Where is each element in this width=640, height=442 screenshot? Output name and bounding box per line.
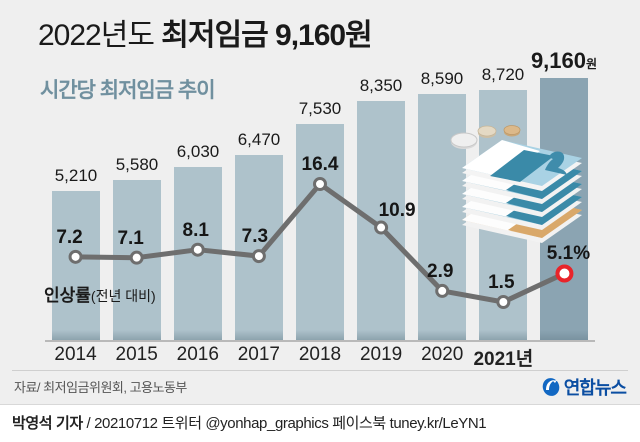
bar-value-label-2018: 7,530 <box>298 99 342 118</box>
rate-legend-caption: 인상률(전년 대비) <box>44 281 156 306</box>
bar-base-shade <box>52 330 100 340</box>
x-axis-label-2017: 2017 <box>237 344 281 365</box>
rate-value-label-2021년: 1.5 <box>488 272 515 293</box>
bar-base-shade <box>174 330 222 340</box>
bar-value-label-2020: 8,590 <box>420 69 464 88</box>
bar-2014 <box>52 191 100 340</box>
bar-base-shade <box>540 330 588 340</box>
rate-value-label-2016: 8.1 <box>182 219 209 241</box>
bar-value-label-2019: 8,350 <box>359 76 403 95</box>
money-illustration-icon <box>450 125 582 243</box>
credit-reporter: 박영석 기자 <box>12 415 83 432</box>
bar-base-shade <box>357 330 405 340</box>
rate-value-label-2014: 7.2 <box>56 226 83 248</box>
yonhap-logo: 연합뉴스 <box>541 374 627 400</box>
rate-value-label-2019: 10.9 <box>378 199 416 221</box>
won-unit-suffix: 원 <box>586 57 598 71</box>
rate-value-label-2017: 7.3 <box>241 226 269 248</box>
x-axis-label-2014: 2014 <box>54 344 97 365</box>
bar-2015 <box>113 180 161 340</box>
rate-legend-label: 인상률 <box>44 286 91 305</box>
x-axis-label-2016: 2016 <box>176 344 219 365</box>
bar-value-label-2014: 5,210 <box>54 166 98 185</box>
bar-value-label-2015: 5,580 <box>115 155 159 174</box>
x-axis-label-2018: 2018 <box>298 344 342 365</box>
x-axis-label-2020: 2020 <box>421 344 464 365</box>
rate-value-label-2015: 7.1 <box>117 227 144 249</box>
bar-2016 <box>174 167 222 340</box>
rate-legend-note: (전년 대비) <box>90 288 156 304</box>
bar-base-shade <box>296 330 344 340</box>
rate-value-label-2018: 16.4 <box>301 154 339 175</box>
x-axis-label-2019: 2019 <box>359 344 403 365</box>
rate-value-label-2022: 5.1% <box>546 243 591 265</box>
bar-base-shade <box>479 330 527 340</box>
yonhap-mark-icon <box>542 378 560 396</box>
bar-value-label-2017: 6,470 <box>237 130 281 149</box>
credit-rest: / 20210712 트위터 @yonhap_graphics 페이스북 tun… <box>82 415 487 432</box>
credit-line: 박영석 기자 / 20210712 트위터 @yonhap_graphics 페… <box>12 412 487 433</box>
title-main: 최저임금 9,160원 <box>161 19 372 52</box>
x-axis-label-2021년: 2021년 <box>473 349 534 370</box>
footer-divider <box>12 370 628 371</box>
page-title: 2022년도 최저임금 9,160원 <box>38 16 373 56</box>
bar-value-label-2022: 9,160원 <box>530 48 598 73</box>
bar-base-shade <box>418 330 466 340</box>
source-note: 자료/ 최저임금위원회, 고용노동부 <box>14 380 187 395</box>
axis-baseline <box>45 340 595 342</box>
title-year: 2022년도 <box>38 19 162 52</box>
bar-value-label-2021년: 8,720 <box>481 65 525 84</box>
rate-value-label-2020: 2.9 <box>427 260 454 282</box>
credit-bar <box>0 404 640 442</box>
bar-base-shade <box>235 330 283 340</box>
chart-subtitle: 시간당 최저임금 추이 <box>40 79 216 102</box>
x-axis-label-2015: 2015 <box>115 344 158 365</box>
bar-base-shade <box>113 330 161 340</box>
bar-value-label-2016: 6,030 <box>176 142 220 161</box>
yonhap-logo-text: 연합뉴스 <box>563 378 627 398</box>
